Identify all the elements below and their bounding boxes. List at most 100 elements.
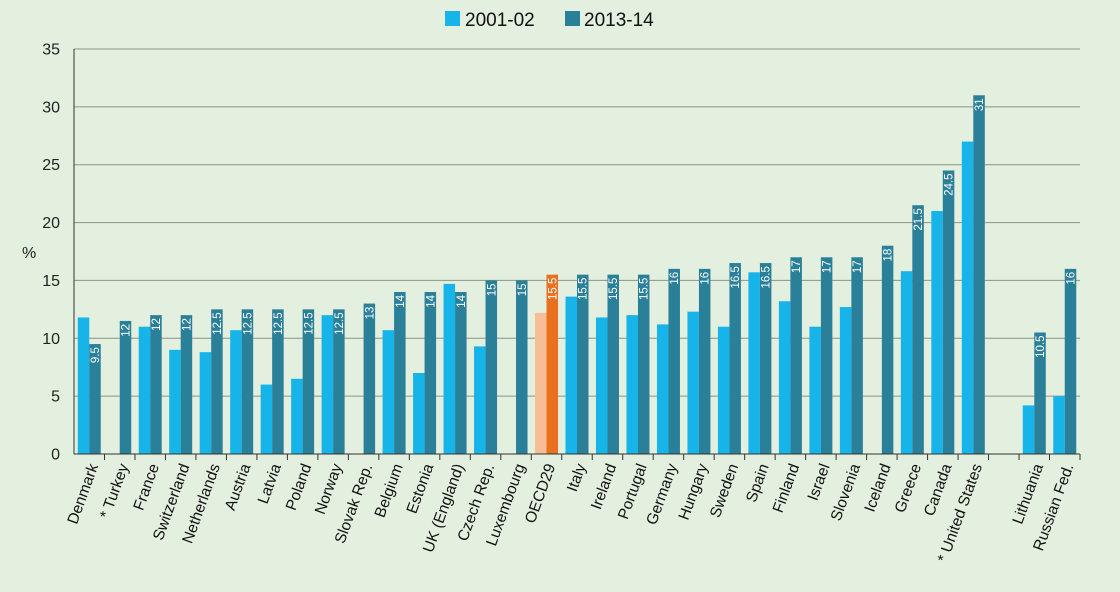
data-label-2013-14: 16 — [700, 272, 712, 285]
bar-2013-14 — [851, 257, 863, 454]
bar-2013-14 — [1034, 332, 1046, 454]
bar-2013-14 — [698, 268, 711, 454]
data-label-2013-14: 12.5 — [242, 312, 254, 334]
category-label: Spain — [743, 462, 773, 505]
data-label-2013-14: 17 — [822, 260, 834, 273]
bar-2013-14 — [942, 170, 955, 454]
category-label: * Turkey — [97, 461, 133, 520]
bar-2013-14 — [881, 245, 894, 454]
bar-2013-14 — [272, 309, 284, 454]
bar-2013-14 — [790, 257, 802, 454]
bar-2013-14 — [516, 280, 528, 454]
data-label-2013-14: 16.5 — [761, 266, 773, 288]
bar-2001-02 — [1022, 405, 1035, 454]
data-label-2013-14: 17 — [791, 260, 803, 273]
data-label-2013-14: 15 — [486, 283, 498, 296]
category-label: France — [130, 462, 162, 513]
data-label-2013-14: 12 — [181, 318, 193, 331]
legend-label-2001-02: 2001-02 — [465, 10, 535, 31]
data-label-2013-14: 13 — [364, 307, 376, 320]
data-label-2013-14: 15.5 — [578, 278, 590, 300]
category-label: Belgium — [372, 462, 407, 520]
bar-2001-02 — [839, 307, 852, 454]
bar-2013-14 — [363, 303, 376, 454]
y-tick-label: 15 — [42, 273, 60, 290]
category-label: Latvia — [255, 461, 285, 506]
chart-legend: 2001-02 2013-14 — [445, 10, 654, 31]
category-label: Denmark — [65, 461, 103, 526]
data-label-2013-14: 16 — [1066, 272, 1078, 285]
bar-2001-02 — [474, 346, 486, 454]
data-label-2013-14: 15.5 — [639, 278, 651, 300]
bar-2013-14 — [668, 268, 680, 454]
bar-2013-14 — [89, 344, 101, 454]
bar-2001-02 — [931, 211, 943, 454]
bar-2001-02 — [717, 326, 730, 454]
category-label: Poland — [283, 462, 315, 513]
bar-2001-02 — [778, 301, 791, 454]
bar-2013-14 — [546, 274, 559, 454]
legend-label-2013-14: 2013-14 — [584, 10, 654, 31]
data-label-2013-14: 14 — [456, 294, 468, 307]
category-label: Israel — [805, 462, 834, 503]
data-label-2013-14: 15.5 — [608, 278, 620, 300]
category-label: Austria — [222, 461, 255, 513]
category-label: Italy — [564, 461, 590, 494]
bar-2013-14 — [150, 315, 162, 454]
bar-2013-14 — [820, 257, 833, 454]
data-label-2013-14: 15.5 — [547, 278, 559, 300]
bar-2001-02 — [260, 384, 273, 454]
bar-2013-14 — [241, 309, 254, 454]
bar-2013-14 — [607, 274, 619, 454]
category-label: Portugal — [615, 462, 651, 522]
y-tick-label: 20 — [42, 215, 60, 232]
bar-2001-02 — [961, 141, 974, 455]
data-label-2013-14: 14 — [395, 294, 407, 307]
data-label-2013-14: 12.5 — [303, 312, 315, 334]
category-label: Sweden — [707, 462, 742, 520]
bars — [77, 95, 1077, 455]
y-tick-label: 0 — [51, 447, 60, 464]
bar-2001-02 — [169, 349, 181, 454]
y-axis-label: % — [22, 245, 36, 262]
y-tick-label: 35 — [42, 42, 60, 59]
category-label: Estonia — [404, 461, 438, 516]
category-label: Finland — [770, 462, 803, 516]
bar-2001-02 — [413, 373, 425, 454]
bar-2001-02 — [1053, 396, 1065, 454]
legend-swatch-2001-02 — [445, 11, 460, 26]
data-label-2013-14: 12.5 — [212, 312, 224, 334]
data-label-2013-14: 14 — [425, 294, 437, 307]
bar-2001-02 — [230, 330, 242, 454]
bar-2001-02 — [535, 312, 547, 454]
bar-2001-02 — [687, 311, 699, 454]
y-tick-label: 30 — [42, 99, 60, 116]
bar-2013-14 — [729, 263, 741, 454]
category-label: Ireland — [588, 462, 620, 512]
y-axis-ticks: 0 5 10 15 20 25 30 35 — [42, 42, 75, 464]
category-label: Canada — [921, 461, 956, 518]
bar-2013-14 — [455, 292, 467, 454]
data-label-2013-14: 31 — [974, 98, 986, 111]
data-label-2013-14: 10.5 — [1035, 336, 1047, 358]
data-label-2013-14: 16.5 — [730, 266, 742, 288]
bar-2013-14 — [394, 292, 406, 454]
bar-2001-02 — [291, 378, 303, 454]
y-tick-label: 25 — [42, 157, 60, 174]
bar-2001-02 — [595, 317, 608, 454]
data-label-2013-14: 18 — [883, 249, 895, 262]
bar-2013-14 — [333, 309, 345, 454]
bar-2013-14 — [211, 309, 223, 454]
data-labels: 9.5 12 12 12 12.5 12.5 12.5 12.5 12.5 13 14 14 14 15 1… — [90, 98, 1078, 363]
data-label-2013-14: 15 — [517, 283, 529, 296]
bar-2001-02 — [138, 326, 151, 454]
data-label-2013-14: 12 — [120, 324, 132, 337]
category-labels: Denmark* TurkeyFranceSwitzerlandNetherla… — [65, 461, 1078, 564]
data-label-2013-14: 12.5 — [273, 312, 285, 334]
bar-2013-14 — [912, 205, 924, 454]
category-label: Iceland — [862, 462, 895, 515]
bar-2001-02 — [199, 352, 212, 454]
bar-2001-02 — [443, 283, 456, 454]
data-label-2013-14: 12 — [151, 318, 163, 331]
